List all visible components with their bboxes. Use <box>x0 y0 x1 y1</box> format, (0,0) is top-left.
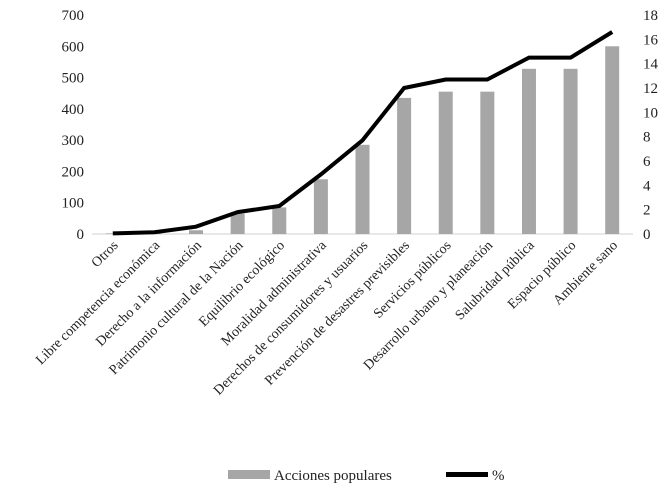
bar <box>105 233 120 234</box>
line-path <box>112 30 614 236</box>
bar <box>355 144 370 234</box>
y-right-tick-label: 12 <box>643 81 658 97</box>
category-label: Otros <box>89 238 122 271</box>
y-right-tick-label: 16 <box>643 32 659 48</box>
y-right-tick-label: 4 <box>643 178 651 194</box>
y-right-tick-label: 10 <box>643 105 658 121</box>
bar <box>438 91 453 235</box>
y-right-tick-label: 14 <box>643 57 659 73</box>
bar <box>605 46 620 235</box>
legend-swatch-bars <box>228 470 270 479</box>
bar-series <box>105 46 620 235</box>
y-left-tick-label: 200 <box>62 164 85 180</box>
legend-label-bars: Acciones populares <box>274 468 392 484</box>
category-label: Servicios públicos <box>371 238 454 321</box>
bar <box>230 213 245 234</box>
bar <box>521 68 536 234</box>
y-right-tick-label: 6 <box>643 154 651 170</box>
y-left-tick-label: 500 <box>62 71 85 87</box>
y-right-tick-label: 8 <box>643 130 651 146</box>
y-left-tick-label: 0 <box>77 227 85 243</box>
legend: Acciones populares % <box>228 468 505 484</box>
category-label: Derechos de consumidores y usuarios <box>211 238 371 398</box>
y-right-tick-label: 2 <box>643 203 651 219</box>
bar <box>189 230 204 234</box>
y-left-tick-label: 100 <box>62 196 85 212</box>
y-right-tick-label: 18 <box>643 8 658 24</box>
bar <box>563 68 578 234</box>
y-left-tick-label: 600 <box>62 39 85 55</box>
chart-axes: 0 100 200 300 400 500 600 700 0 2 4 6 8 10 12 14 16 18 <box>62 8 659 243</box>
y-right-tick-label: 0 <box>643 227 651 243</box>
y-left-tick-label: 700 <box>62 8 85 24</box>
line-series <box>112 30 614 236</box>
bar <box>313 179 328 234</box>
y-left-tick-label: 300 <box>62 133 85 149</box>
bar <box>397 97 412 235</box>
y-left-tick-label: 400 <box>62 102 85 118</box>
bar <box>272 207 287 234</box>
bar <box>480 91 495 235</box>
legend-label-line: % <box>492 468 505 484</box>
